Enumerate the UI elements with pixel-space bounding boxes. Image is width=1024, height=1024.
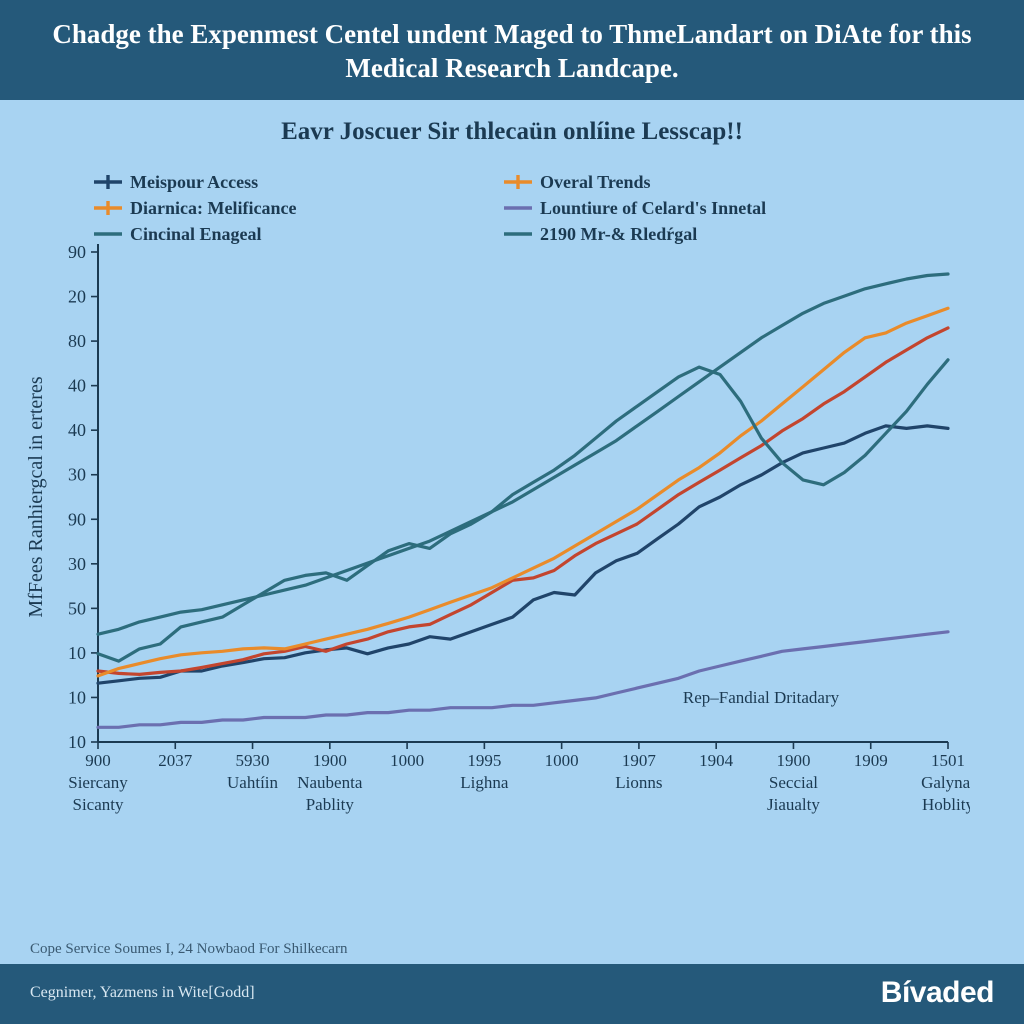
line-chart: 10 10 10 50 30 90 30 40 40 80 20 90 MfFees Ranhiergc… bbox=[10, 152, 970, 832]
svg-text:40: 40 bbox=[68, 375, 86, 395]
footer-credit: Cegnimer, Yazmens in Wite[Godd] bbox=[30, 984, 255, 1002]
svg-text:10: 10 bbox=[68, 642, 86, 662]
header-band: Chadge the Expenmest Centel undent Maged… bbox=[0, 0, 1024, 100]
svg-text:Diarnica: Melificance: Diarnica: Melificance bbox=[130, 198, 296, 218]
svg-text:1907: 1907 bbox=[622, 751, 657, 770]
brand-logo: Bívaded bbox=[881, 976, 994, 1010]
svg-text:1995: 1995 bbox=[467, 751, 501, 770]
chart-subtitle: Eavr Joscuer Sir thlecaün onlíine Lessca… bbox=[0, 100, 1024, 152]
svg-text:1501: 1501 bbox=[931, 751, 965, 770]
svg-text:Galynal: Galynal bbox=[921, 773, 970, 792]
svg-text:1900: 1900 bbox=[776, 751, 810, 770]
svg-text:Hoblity: Hoblity bbox=[922, 795, 970, 814]
svg-text:Seccial: Seccial bbox=[769, 773, 818, 792]
source-note: Cope Service Soumes I, 24 Nowbaod For Sh… bbox=[0, 933, 1024, 964]
svg-text:1000: 1000 bbox=[390, 751, 424, 770]
svg-text:Sicanty: Sicanty bbox=[73, 795, 124, 814]
svg-text:1904: 1904 bbox=[699, 751, 734, 770]
chart-area: 10 10 10 50 30 90 30 40 40 80 20 90 MfFees Ranhiergc… bbox=[0, 152, 1024, 934]
svg-text:10: 10 bbox=[68, 687, 86, 707]
svg-text:30: 30 bbox=[68, 553, 86, 573]
svg-text:Rep–Fandial Dritadary: Rep–Fandial Dritadary bbox=[683, 687, 840, 706]
svg-text:20: 20 bbox=[68, 286, 86, 306]
svg-text:90: 90 bbox=[68, 509, 86, 529]
svg-text:Siercany: Siercany bbox=[68, 773, 128, 792]
svg-text:Uahtíin: Uahtíin bbox=[227, 773, 278, 792]
svg-text:Cincinal Enageal: Cincinal Enageal bbox=[130, 224, 262, 244]
svg-text:1000: 1000 bbox=[545, 751, 579, 770]
svg-text:900: 900 bbox=[85, 751, 111, 770]
svg-text:Pablity: Pablity bbox=[306, 795, 355, 814]
svg-text:Meispour Access: Meispour Access bbox=[130, 172, 258, 192]
svg-text:30: 30 bbox=[68, 464, 86, 484]
page-root: Chadge the Expenmest Centel undent Maged… bbox=[0, 0, 1024, 1024]
svg-text:40: 40 bbox=[68, 420, 86, 440]
svg-text:90: 90 bbox=[68, 242, 86, 262]
svg-text:Overal Trends: Overal Trends bbox=[540, 172, 651, 192]
footer-band: Cegnimer, Yazmens in Wite[Godd] Bívaded bbox=[0, 964, 1024, 1024]
svg-text:5930: 5930 bbox=[236, 751, 270, 770]
svg-text:1909: 1909 bbox=[854, 751, 888, 770]
svg-text:10: 10 bbox=[68, 732, 86, 752]
svg-text:2037: 2037 bbox=[158, 751, 193, 770]
plot-region: Eavr Joscuer Sir thlecaün onlíine Lessca… bbox=[0, 100, 1024, 965]
svg-text:Lionns: Lionns bbox=[615, 773, 662, 792]
svg-text:2190 Mr-& Rledŕgal: 2190 Mr-& Rledŕgal bbox=[540, 224, 697, 244]
svg-text:Lountiure of Celard's Innetal: Lountiure of Celard's Innetal bbox=[540, 198, 766, 218]
page-title: Chadge the Expenmest Centel undent Maged… bbox=[40, 18, 984, 86]
svg-text:80: 80 bbox=[68, 331, 86, 351]
svg-text:1900: 1900 bbox=[313, 751, 347, 770]
svg-text:Naubenta: Naubenta bbox=[297, 773, 363, 792]
svg-text:Jiaualty: Jiaualty bbox=[767, 795, 820, 814]
svg-text:Lighna: Lighna bbox=[460, 773, 509, 792]
svg-text:50: 50 bbox=[68, 598, 86, 618]
svg-text:MfFees Ranhiergcal in erteres: MfFees Ranhiergcal in erteres bbox=[25, 376, 47, 617]
